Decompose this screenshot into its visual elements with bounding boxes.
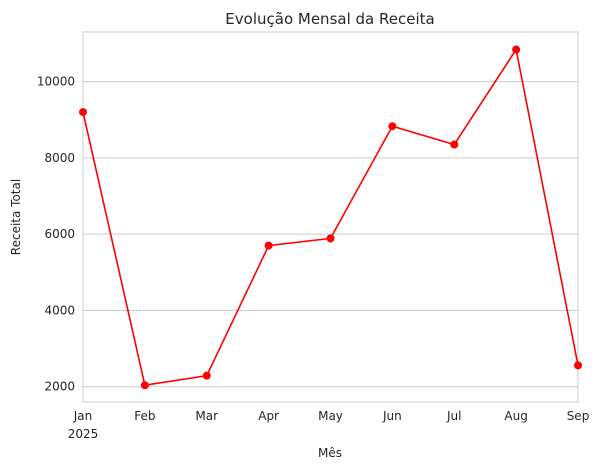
data-point	[574, 361, 582, 370]
y-tick-label: 10000	[37, 75, 75, 89]
y-tick-label: 2000	[44, 380, 75, 394]
y-tick-label: 8000	[44, 151, 75, 165]
series-group	[79, 45, 582, 390]
y-tick-label: 4000	[44, 303, 75, 317]
plot-area	[82, 31, 579, 403]
data-point	[326, 234, 335, 243]
data-point	[450, 140, 459, 149]
x-tick-labels: Jan Feb Mar Apr May Jun Jul Aug Sep	[73, 409, 590, 423]
x-tick-label: Mar	[195, 409, 218, 423]
gridlines	[83, 81, 578, 388]
y-tick-label: 6000	[44, 227, 75, 241]
data-point	[140, 381, 149, 390]
x-tick-label: Jul	[446, 409, 461, 423]
x-tick-label: Aug	[504, 409, 527, 423]
x-axis-label: Mês	[318, 446, 342, 460]
x-tick-label: Sep	[567, 409, 590, 423]
x-tick-label: Apr	[258, 409, 279, 423]
data-point	[512, 45, 521, 54]
x-tick-label: Jan	[73, 409, 93, 423]
data-point	[388, 122, 397, 131]
x-tick-label: Feb	[134, 409, 155, 423]
x-tick-label: Jun	[382, 409, 402, 423]
y-axis-label: Receita Total	[9, 179, 23, 255]
x-year-label: 2025	[68, 427, 99, 441]
data-point	[79, 108, 87, 117]
y-tick-labels: 2000 4000 6000 8000 10000	[37, 75, 75, 394]
series-line	[82, 47, 579, 387]
data-point	[264, 241, 273, 250]
data-point	[202, 371, 211, 380]
chart-title: Evolução Mensal da Receita	[225, 10, 434, 28]
x-tick-label: May	[318, 409, 343, 423]
